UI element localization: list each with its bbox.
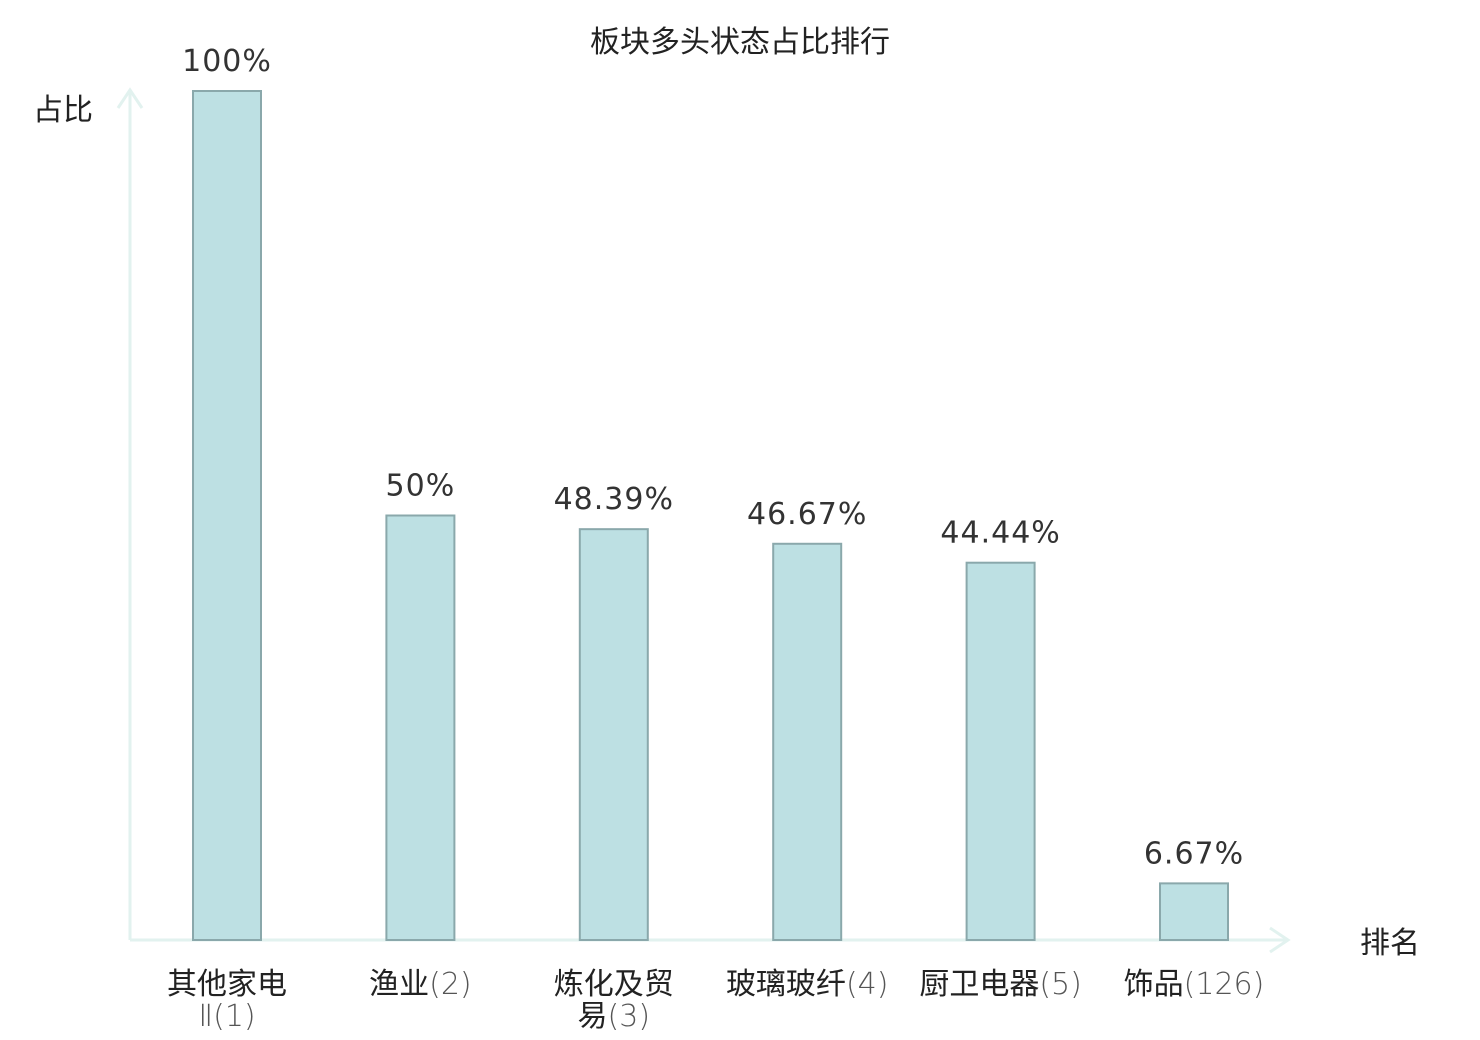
bar-6 [1159, 882, 1229, 942]
chart-title: 板块多头状态占比排行 [590, 25, 890, 60]
tick-label-3: 炼化及贸易(3) [554, 967, 674, 1034]
value-label-5: 44.44% [940, 516, 1060, 551]
tick-label-6: 饰品(126) [1124, 967, 1265, 1002]
value-label-3: 48.39% [554, 482, 674, 517]
tick-label-4: 玻璃玻纤(4) [726, 967, 889, 1002]
bar-5 [965, 561, 1036, 941]
bar-4 [772, 542, 843, 942]
bar-1 [192, 90, 262, 941]
value-label-4: 46.67% [747, 497, 867, 532]
tick-label-5: 厨卫电器(5) [919, 967, 1082, 1002]
value-label-6: 6.67% [1144, 836, 1244, 871]
bar-2 [385, 514, 456, 941]
tick-label-1: 其他家电 Ⅱ(1) [167, 967, 287, 1034]
y-axis [116, 87, 144, 940]
y-axis-label: 占比 [33, 93, 93, 128]
value-labels-layer: 100% 50% 48.39% 46.67% 44.44% 6.67% [182, 44, 1244, 871]
bars-layer [192, 90, 1229, 942]
value-label-1: 100% [182, 44, 272, 79]
x-axis [130, 926, 1291, 954]
value-label-2: 50% [386, 469, 456, 504]
tick-label-2: 渔业(2) [369, 967, 472, 1002]
tick-labels-layer: 其他家电 Ⅱ(1) 渔业(2) 炼化及贸易(3) 玻璃玻纤(4) 厨卫电器(5) 饰品(12… [167, 967, 1264, 1034]
bar-3 [578, 528, 649, 941]
x-axis-label: 排名 [1360, 926, 1420, 961]
